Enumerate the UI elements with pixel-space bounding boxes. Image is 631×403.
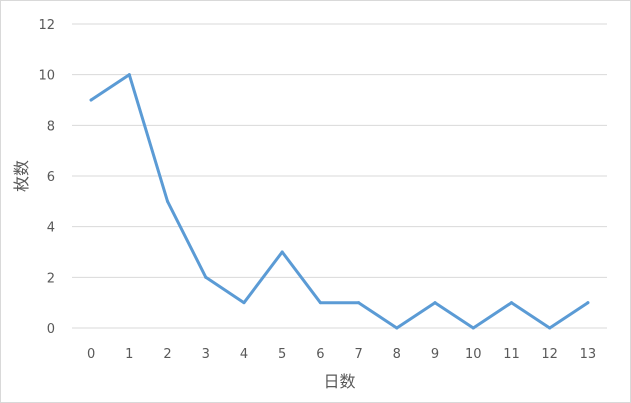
data-point	[509, 301, 513, 305]
data-point	[471, 326, 475, 330]
x-tick-label: 0	[87, 347, 95, 362]
y-tick-label: 8	[47, 119, 55, 134]
x-tick-label: 8	[393, 347, 401, 362]
x-tick-label: 5	[278, 347, 286, 362]
data-point	[395, 326, 399, 330]
y-tick-label: 2	[47, 271, 55, 286]
y-tick-label: 12	[38, 18, 55, 33]
data-point	[127, 73, 131, 77]
series-layer	[89, 73, 590, 330]
x-tick-label: 13	[580, 347, 597, 362]
y-axis-title: 枚数	[12, 160, 31, 192]
x-tick-label: 9	[431, 347, 439, 362]
x-tick-label: 6	[316, 347, 324, 362]
y-axis-ticks: 0 2 4 6 8 10 12	[38, 18, 55, 337]
x-tick-label: 12	[541, 347, 558, 362]
data-point	[318, 301, 322, 305]
y-tick-label: 10	[38, 69, 55, 84]
data-point	[166, 199, 170, 203]
x-axis-ticks: 0 1 2 3 4 5 6 7 8 9 10 11 12 13	[87, 347, 596, 362]
x-tick-label: 4	[240, 347, 248, 362]
data-point	[204, 275, 208, 279]
data-point	[433, 301, 437, 305]
x-tick-label: 7	[354, 347, 362, 362]
x-tick-label: 2	[163, 347, 171, 362]
x-tick-label: 10	[465, 347, 482, 362]
data-point	[548, 326, 552, 330]
data-point	[357, 301, 361, 305]
y-tick-label: 4	[47, 221, 55, 236]
data-point	[586, 301, 590, 305]
data-point	[89, 98, 93, 102]
y-tick-label: 0	[47, 322, 55, 337]
x-axis-title: 日数	[323, 372, 355, 391]
x-tick-label: 11	[503, 347, 520, 362]
data-point	[242, 301, 246, 305]
series-line	[89, 73, 590, 330]
data-point	[280, 250, 284, 254]
y-tick-label: 6	[47, 170, 55, 185]
x-tick-label: 3	[202, 347, 210, 362]
x-tick-label: 1	[125, 347, 133, 362]
gridlines	[72, 23, 607, 329]
